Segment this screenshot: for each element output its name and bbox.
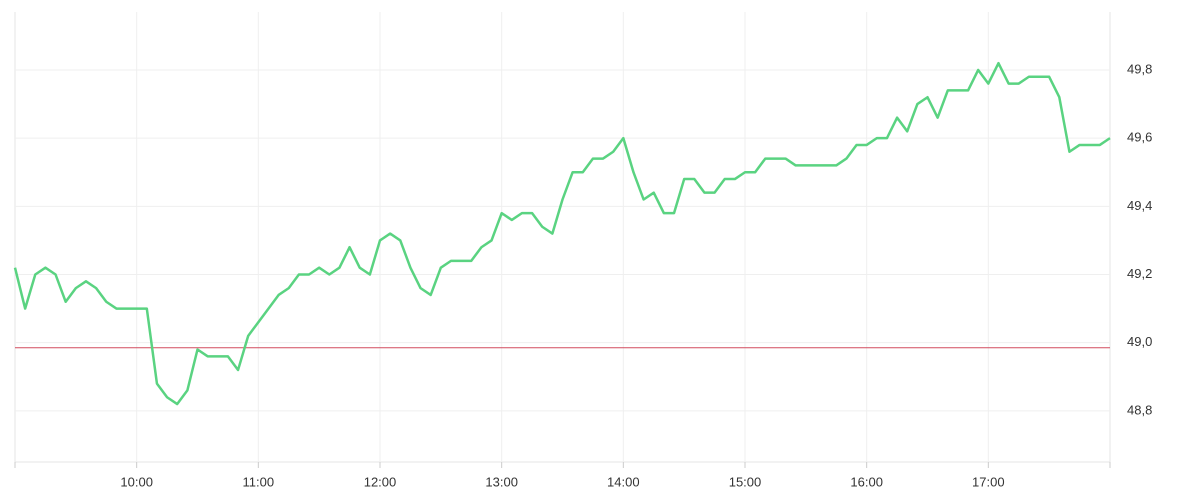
x-tick-label: 12:00: [364, 474, 397, 489]
y-tick-label: 49,2: [1127, 266, 1152, 281]
x-tick-label: 17:00: [972, 474, 1005, 489]
x-tick-label: 14:00: [607, 474, 640, 489]
y-tick-label: 49,8: [1127, 61, 1152, 76]
y-tick-label: 49,0: [1127, 334, 1152, 349]
y-tick-label: 49,4: [1127, 198, 1152, 213]
y-tick-label: 49,6: [1127, 130, 1152, 145]
price-line: [13, 61, 1111, 406]
x-tick-label: 13:00: [485, 474, 518, 489]
x-tick-label: 11:00: [243, 474, 275, 489]
x-tick-label: 10:00: [120, 474, 153, 489]
x-tick-label: 16:00: [850, 474, 883, 489]
x-tick-label: 15:00: [729, 474, 762, 489]
y-tick-label: 48,8: [1127, 402, 1152, 417]
